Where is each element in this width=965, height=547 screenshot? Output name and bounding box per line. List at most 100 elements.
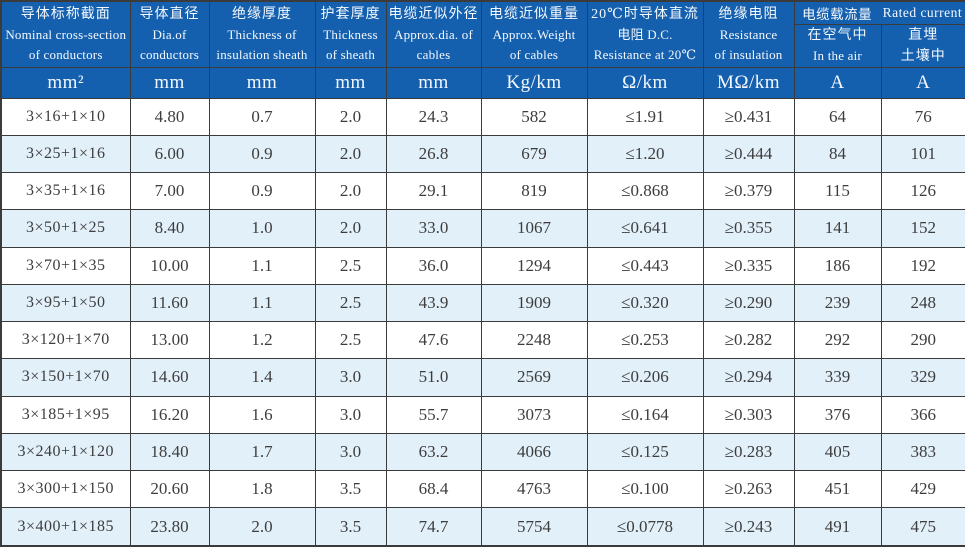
header-zh: 电缆近似外径 (388, 6, 479, 22)
cell-value: 2.0 (314, 134, 387, 174)
cell-value: 11.60 (129, 283, 210, 323)
cell-value: ≤0.206 (586, 358, 704, 397)
cell-value: 679 (480, 134, 588, 174)
cell-value: 1294 (480, 246, 588, 285)
cell-value: 76 (880, 97, 965, 136)
col-header-approx-diameter: 电缆近似外径 Approx.dia. of cables (385, 0, 482, 68)
cell-value: 429 (880, 469, 965, 509)
header-en: Thickness of (227, 26, 297, 42)
cell-cross-section: 3×120+1×70 (0, 320, 131, 360)
table-row: 3×240+1×120 18.40 1.7 3.0 63.2 4066 ≤0.125 ≥0.2… (0, 432, 965, 472)
cell-value: 248 (880, 283, 965, 323)
table-row: 3×185+1×95 16.20 1.6 3.0 55.7 3073 ≤0.164 ≥0.30… (0, 395, 965, 434)
cell-cross-section: 3×95+1×50 (0, 283, 131, 323)
header-en: of insulation (714, 46, 783, 62)
cell-value: 23.80 (129, 507, 210, 547)
cell-value: 0.7 (208, 97, 316, 136)
col-header-approx-weight: 电缆近似重量 Approx.Weight of cables (480, 0, 588, 68)
cell-value: ≤0.443 (586, 246, 704, 285)
cell-value: 4.80 (129, 97, 210, 136)
cell-value: 2.0 (314, 209, 387, 248)
table-row: 3×35+1×16 7.00 0.9 2.0 29.1 819 ≤0.868 ≥0.379 11… (0, 171, 965, 211)
header-zh: 导体标称截面 (20, 6, 111, 22)
cell-value: ≥0.294 (702, 358, 795, 397)
cell-value: 1.8 (208, 469, 316, 509)
col-header-insulation-thickness: 绝缘厚度 Thickness of insulation sheath (208, 0, 316, 68)
header-en: Approx.dia. of (394, 26, 473, 42)
header-zh: 20℃时导体直流 (591, 6, 699, 22)
cell-value: 1.1 (208, 283, 316, 323)
cell-cross-section: 3×25+1×16 (0, 134, 131, 174)
unit-cell: mm² (0, 66, 131, 99)
header-en: Resistance (719, 26, 778, 42)
cell-value: 2.0 (208, 507, 316, 547)
cell-value: 2.0 (314, 171, 387, 211)
cell-value: 84 (793, 134, 882, 174)
header-en: In the air (813, 48, 862, 63)
cell-value: 13.00 (129, 320, 210, 360)
cell-value: 26.8 (385, 134, 482, 174)
cell-value: 47.6 (385, 320, 482, 360)
col-header-conductor-diameter: 导体直径 Dia.of conductors (129, 0, 210, 68)
units-row: mm² mm mm mm mm Kg/km Ω/km MΩ/km A A (0, 66, 965, 99)
header-zh: 导体直径 (139, 6, 200, 22)
cell-value: 491 (793, 507, 882, 547)
header-zh: 电缆近似重量 (489, 6, 579, 22)
cell-value: 55.7 (385, 395, 482, 434)
cell-value: 405 (793, 432, 882, 472)
cell-value: 475 (880, 507, 965, 547)
cell-value: 292 (793, 320, 882, 360)
table-row: 3×95+1×50 11.60 1.1 2.5 43.9 1909 ≤0.320 ≥0.290… (0, 283, 965, 323)
cell-value: ≥0.431 (702, 97, 795, 136)
cell-value: 101 (880, 134, 965, 174)
header-zh: 绝缘电阻 (718, 6, 779, 22)
cell-value: 20.60 (129, 469, 210, 509)
header-en: of sheath (325, 46, 376, 62)
cell-value: 366 (880, 395, 965, 434)
cell-value: 63.2 (385, 432, 482, 472)
cell-value: 2.5 (314, 283, 387, 323)
cell-value: 126 (880, 171, 965, 211)
cell-value: ≤0.0778 (586, 507, 704, 547)
table-row: 3×150+1×70 14.60 1.4 3.0 51.0 2569 ≤0.206 ≥0.29… (0, 358, 965, 397)
col-header-buried-soil: 直埋 土壤中 (880, 23, 965, 68)
cell-value: 4763 (480, 469, 588, 509)
cell-cross-section: 3×400+1×185 (0, 507, 131, 547)
header-zh: 绝缘厚度 (232, 6, 292, 22)
col-header-nominal-cross-section: 导体标称截面 Nominal cross-section of conducto… (0, 0, 131, 68)
header-zh: 在空气中 (807, 28, 868, 43)
cell-value: 1909 (480, 283, 588, 323)
unit-cell: mm (129, 66, 210, 99)
cell-value: 68.4 (385, 469, 482, 509)
cell-value: 5754 (480, 507, 588, 547)
cell-value: 3.0 (314, 432, 387, 472)
unit-cell: mm (208, 66, 316, 99)
cell-value: 0.9 (208, 171, 316, 211)
cell-cross-section: 3×35+1×16 (0, 171, 131, 211)
cell-value: 1.7 (208, 432, 316, 472)
cell-value: ≤0.253 (586, 320, 704, 360)
unit-cell: Kg/km (480, 66, 588, 99)
col-header-sheath-thickness: 护套厚度 Thickness of sheath (314, 0, 387, 68)
cell-value: 16.20 (129, 395, 210, 434)
cell-value: 3.5 (314, 507, 387, 547)
header-zh: 土壤中 (900, 48, 946, 64)
cell-value: 1.1 (208, 246, 316, 285)
unit-cell: mm (314, 66, 387, 99)
col-header-rated-current-group: 电缆载流量 Rated current (793, 0, 965, 25)
table-body: 3×16+1×10 4.80 0.7 2.0 24.3 582 ≤1.91 ≥0.431 64 7… (0, 97, 965, 547)
cell-value: ≤1.91 (586, 97, 704, 136)
cell-value: 3073 (480, 395, 588, 434)
header-zh: 护套厚度 (320, 6, 381, 22)
cell-value: 115 (793, 171, 882, 211)
cell-value: 24.3 (385, 97, 482, 136)
col-header-dc-resistance: 20℃时导体直流 电阻 D.C. Resistance at 20℃ (586, 0, 704, 68)
cell-value: 141 (793, 209, 882, 248)
table-row: 3×120+1×70 13.00 1.2 2.5 47.6 2248 ≤0.253 ≥0.28… (0, 320, 965, 360)
cell-value: 186 (793, 246, 882, 285)
cell-value: 0.9 (208, 134, 316, 174)
cell-value: 33.0 (385, 209, 482, 248)
cell-value: 2569 (480, 358, 588, 397)
